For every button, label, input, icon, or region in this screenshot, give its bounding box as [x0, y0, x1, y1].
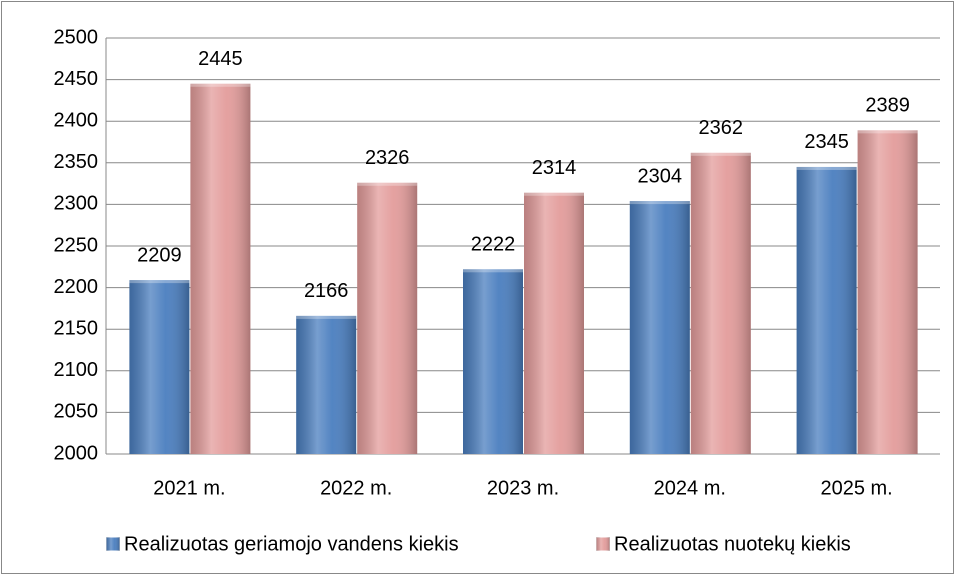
legend-swatch-shade [106, 537, 120, 551]
bar-top [796, 166, 857, 170]
bar-shade [357, 182, 418, 454]
bar-shade [796, 166, 857, 454]
data-label: 2345 [804, 131, 849, 153]
bar-shade [129, 280, 190, 454]
bar-top [690, 152, 751, 156]
legend-label: Realizuotas nuotekų kiekis [614, 533, 851, 555]
x-tick-label: 2024 m. [654, 477, 726, 499]
y-tick-label: 2400 [54, 109, 99, 131]
bar-shade [296, 315, 357, 454]
data-label: 2209 [137, 244, 182, 266]
y-tick-label: 2300 [54, 193, 99, 215]
y-tick-label: 2450 [54, 68, 99, 90]
y-tick-label: 2500 [54, 26, 99, 48]
y-tick-label: 2100 [54, 359, 99, 381]
y-tick-label: 2250 [54, 234, 99, 256]
bar-top [129, 280, 190, 284]
legend-swatch-shade [596, 537, 610, 551]
y-tick-label: 2000 [54, 442, 99, 464]
legend-label: Realizuotas geriamojo vandens kiekis [124, 533, 459, 555]
data-label: 2166 [304, 280, 349, 302]
bar-shade [463, 269, 523, 454]
bar-shade [524, 192, 584, 454]
data-label: 2445 [198, 48, 243, 70]
bar-shade [190, 83, 251, 454]
y-tick-label: 2150 [54, 317, 99, 339]
bar-shade [690, 152, 751, 455]
bar-top [357, 182, 418, 186]
bar-top [190, 83, 251, 87]
data-label: 2222 [471, 234, 516, 256]
bar-top [463, 269, 523, 273]
bar-top [857, 130, 918, 134]
bar-shade [629, 201, 690, 454]
bar-top [524, 192, 584, 196]
bar-top [629, 201, 690, 205]
bar-shade [857, 130, 918, 455]
y-tick-label: 2350 [54, 151, 99, 173]
x-tick-label: 2022 m. [320, 477, 392, 499]
y-tick-label: 2200 [54, 276, 99, 298]
data-label: 2389 [865, 95, 910, 117]
data-label: 2362 [699, 117, 744, 139]
data-label: 2304 [638, 165, 683, 187]
x-tick-label: 2023 m. [487, 477, 559, 499]
y-tick-label: 2050 [54, 401, 99, 423]
x-tick-label: 2021 m. [153, 477, 225, 499]
x-tick-label: 2025 m. [820, 477, 892, 499]
data-label: 2314 [532, 157, 577, 179]
bar-top [296, 315, 357, 319]
data-label: 2326 [365, 147, 410, 169]
